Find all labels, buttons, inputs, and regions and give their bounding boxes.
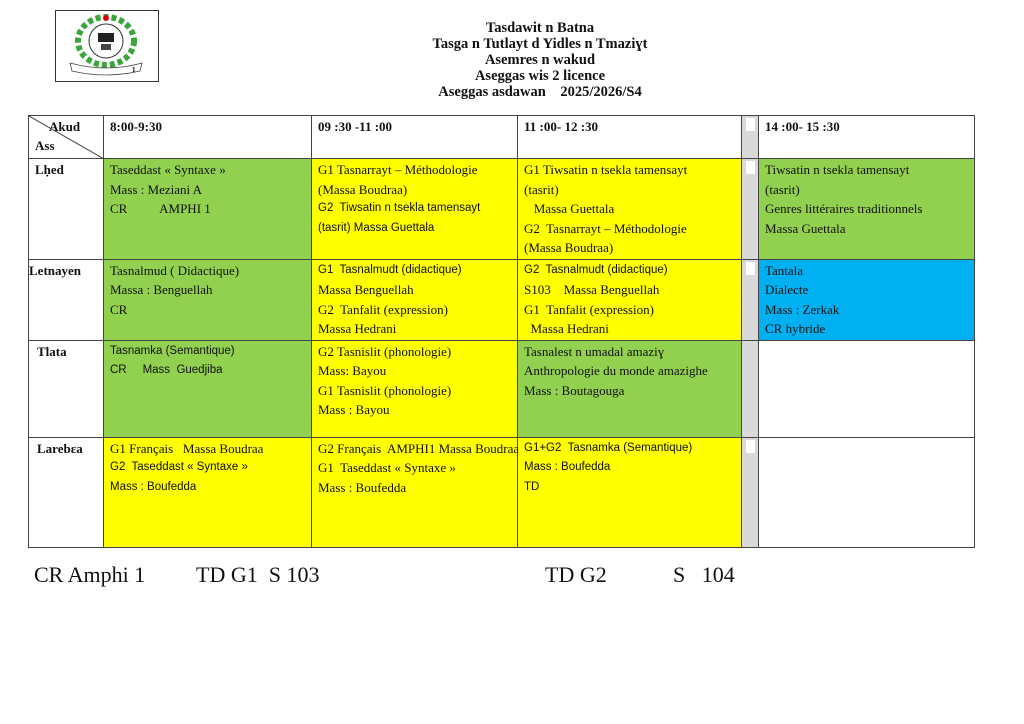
- course-line: Massa Guettala: [524, 201, 615, 216]
- course-cell: G1+G2 Tasnamka (Semantique) Mass : Boufed…: [517, 436, 742, 548]
- course-cell: Tantala Dialecte Mass : Zerkak CR hybride: [758, 258, 975, 341]
- course-line: Tasnalmud ( Didactique): [110, 262, 240, 278]
- course-line: Tasnamka (Semantique): [110, 344, 235, 357]
- corner-cell: Akud Ass: [28, 115, 104, 159]
- column-header: 8:00-9:30: [103, 115, 312, 159]
- course-line: Tasnalest n umadal amaziɣ: [524, 343, 665, 359]
- course-line: Massa Guettala: [765, 220, 846, 236]
- svg-text:1: 1: [132, 66, 136, 74]
- course-cell: G1 Tiwsatin n tsekla tamensayt (tasrit) M…: [517, 158, 742, 260]
- course-cell: [758, 436, 975, 548]
- course-line: G2 Tanfalit (expression): [318, 301, 448, 317]
- header-schedule-title: Asemres n wakud: [484, 52, 596, 68]
- course-cell: G2 Français AMPHI1 Massa Boudraa G1 Tased…: [311, 436, 520, 548]
- course-cell: G1 Tasnarrayt – Méthodologie (Massa Boudr…: [311, 158, 518, 260]
- course-line: CR AMPHI 1: [110, 201, 211, 216]
- course-line: Massa : Benguellah: [110, 282, 213, 297]
- course-line: Mass : Boufedda: [318, 479, 407, 495]
- course-line: Massa Hedrani: [524, 321, 609, 336]
- day-label: Letnayen: [28, 258, 104, 341]
- course-line: G2 Tasnarrayt – Méthodologie: [524, 220, 687, 236]
- header-academic-year: Aseggas asdawan 2025/2026/S4: [438, 84, 642, 100]
- day-label: Lḥed: [28, 158, 104, 260]
- timetable-row: Larebɛa G1 Français Massa Boudraa G2 Tased…: [28, 436, 975, 548]
- course-line: G1 Tiwsatin n tsekla tamensayt: [524, 162, 688, 177]
- course-line: Mass : Bayou: [318, 402, 390, 417]
- course-line: (tasrit): [765, 181, 800, 197]
- course-line: Mass : Boufedda: [524, 461, 611, 473]
- header-year-level: Aseggas wis 2 licence: [474, 68, 606, 84]
- course-line: G1 Tasnislit (phonologie): [318, 382, 452, 398]
- course-line: CR hybride: [765, 321, 826, 336]
- course-line: G1+G2 Tasnamka (Semantique): [524, 441, 693, 454]
- corner-time-label: Akud: [49, 119, 81, 134]
- course-line: Massa Hedrani: [318, 321, 397, 336]
- course-line: Tiwsatin n tsekla tamensayt: [765, 162, 910, 177]
- footer-room-g2: S 104: [673, 562, 735, 587]
- course-line: Mass : Boufedda: [110, 480, 197, 493]
- course-line: G1 Tasnalmudt (didactique): [318, 263, 462, 276]
- break-column: [741, 115, 759, 159]
- day-label: Tlata: [28, 339, 104, 438]
- footer-room-cr: CR Amphi 1: [34, 562, 146, 587]
- course-cell: Taseddast « Syntaxe » Mass : Meziani A CR …: [103, 158, 312, 260]
- course-line: G1 Taseddast « Syntaxe »: [318, 460, 456, 475]
- course-line: Taseddast « Syntaxe »: [110, 162, 226, 177]
- course-line: Mass: Bayou: [318, 363, 387, 378]
- course-cell: G1 Français Massa Boudraa G2 Taseddast « …: [103, 436, 312, 548]
- course-line: (tasrit): [524, 181, 559, 197]
- column-header: 09 :30 -11 :00: [311, 115, 518, 159]
- timetable: Akud Ass 8:00-9:30 09 :30 -11 :00 11 :00…: [28, 115, 975, 548]
- course-line: G1 Tanfalit (expression): [524, 301, 654, 317]
- column-header: 11 :00- 12 :30: [517, 115, 742, 159]
- course-line: (Massa Boudraa): [524, 240, 614, 255]
- corner-day-label: Ass: [35, 138, 55, 153]
- document-header: Tasdawit n Batna Tasga n Tutlayt d Yidle…: [330, 20, 750, 100]
- course-line: Anthropologie du monde amazighe: [524, 363, 708, 378]
- course-line: CR Mass Guedjiba: [110, 364, 223, 376]
- timetable-row: Letnayen Tasnalmud ( Didactique) Massa : B…: [28, 258, 975, 341]
- course-cell: G2 Tasnalmudt (didactique) S103 Massa Ben…: [517, 258, 742, 341]
- course-cell: Tasnalmud ( Didactique) Massa : Benguella…: [103, 258, 312, 341]
- header-university: Tasdawit n Batna: [485, 20, 595, 36]
- course-line: G2 Français AMPHI1 Massa Boudraa: [318, 440, 520, 456]
- course-cell: Tasnamka (Semantique) CR Mass Guedjiba: [103, 339, 312, 438]
- course-line: G2 Tiwsatin n tsekla tamensayt: [318, 202, 481, 214]
- course-line: G1 Français Massa Boudraa: [110, 440, 264, 456]
- course-line: Tantala: [765, 262, 804, 278]
- column-header: 14 :00- 15 :30: [758, 115, 975, 159]
- course-cell: G2 Tasnislit (phonologie) Mass: Bayou G1 T…: [311, 339, 518, 438]
- day-label: Larebɛa: [28, 436, 104, 548]
- break-column: [741, 339, 759, 438]
- university-logo: 1: [55, 10, 159, 82]
- header-department: Tasga n Tutlayt d Yidles n Tmaziɣt: [432, 36, 648, 52]
- course-line: G2 Tasnislit (phonologie): [318, 343, 452, 359]
- course-line: (Massa Boudraa): [318, 181, 408, 197]
- break-column: [741, 436, 759, 548]
- course-line: Genres littéraires traditionnels: [765, 201, 923, 216]
- course-line: Massa Benguellah: [318, 282, 414, 297]
- timetable-row: Lḥed Taseddast « Syntaxe » Mass : Meziani …: [28, 158, 975, 260]
- course-line: G2 Tasnalmudt (didactique): [524, 263, 668, 276]
- course-line: TD: [524, 480, 540, 493]
- course-line: Mass : Meziani A: [110, 181, 203, 197]
- course-cell: Tiwsatin n tsekla tamensayt (tasrit) Genre…: [758, 158, 975, 260]
- footer-group-g2: TD G2: [545, 562, 607, 587]
- course-line: G2 Taseddast « Syntaxe »: [110, 461, 248, 473]
- footer-room-g1: TD G1 S 103: [196, 562, 320, 587]
- course-line: G1 Tasnarrayt – Méthodologie: [318, 162, 478, 177]
- course-line: Dialecte: [765, 282, 809, 297]
- course-cell: Tasnalest n umadal amaziɣ Anthropologie d…: [517, 339, 742, 438]
- course-line: Mass : Boutagouga: [524, 382, 625, 398]
- course-cell: G1 Tasnalmudt (didactique) Massa Benguell…: [311, 258, 518, 341]
- timetable-row: Tlata Tasnamka (Semantique) CR Mass Guedji…: [28, 339, 975, 438]
- course-line: CR: [110, 301, 128, 317]
- course-line: S103 Massa Benguellah: [524, 282, 660, 297]
- break-column: [741, 258, 759, 341]
- course-line: (tasrit) Massa Guettala: [318, 221, 435, 234]
- course-cell: [758, 339, 975, 438]
- course-line: Mass : Zerkak: [765, 301, 840, 317]
- timetable-header-row: Akud Ass 8:00-9:30 09 :30 -11 :00 11 :00…: [28, 115, 975, 159]
- break-column: [741, 158, 759, 260]
